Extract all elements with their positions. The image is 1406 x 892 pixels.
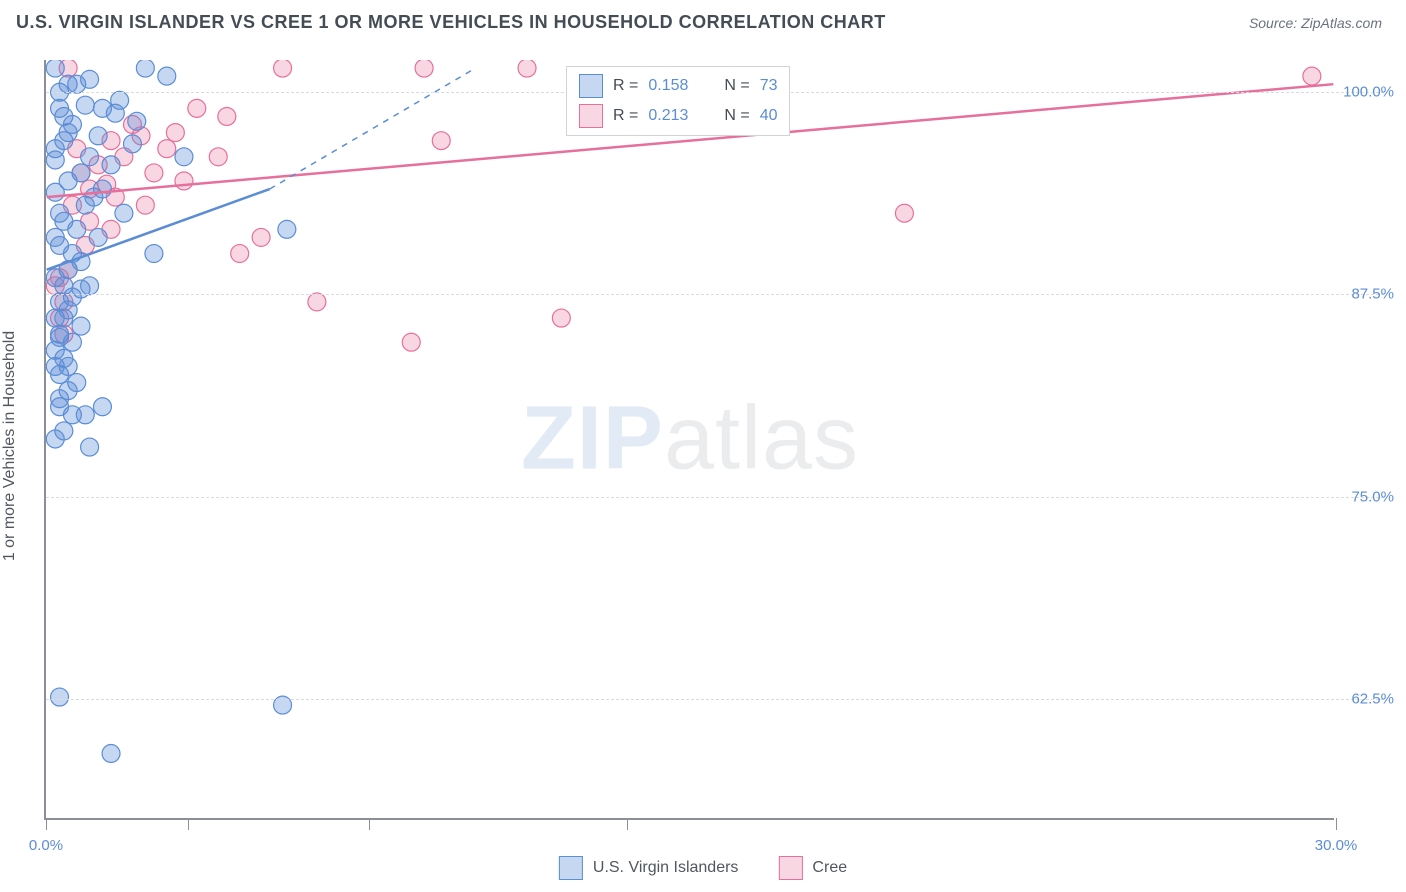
chart-container: U.S. VIRGIN ISLANDER VS CREE 1 OR MORE V…	[0, 0, 1406, 892]
x-tick	[627, 818, 628, 830]
scatter-point	[518, 60, 536, 77]
y-tick-label: 100.0%	[1343, 84, 1394, 101]
y-tick-label: 75.0%	[1351, 488, 1394, 505]
legend-swatch	[778, 856, 802, 880]
scatter-point	[46, 183, 64, 201]
scatter-point	[218, 107, 236, 125]
scatter-point	[145, 164, 163, 182]
scatter-point	[68, 220, 86, 238]
scatter-point	[63, 406, 81, 424]
legend-r-value: 0.158	[648, 77, 704, 95]
legend-item: Cree	[778, 856, 847, 880]
scatter-point	[274, 60, 292, 77]
scatter-point	[68, 75, 86, 93]
scatter-point	[252, 228, 270, 246]
legend-label: Cree	[812, 859, 847, 877]
y-axis-label: 1 or more Vehicles in Household	[1, 331, 19, 561]
scatter-point	[81, 438, 99, 456]
scatter-point	[81, 148, 99, 166]
scatter-point	[46, 228, 64, 246]
x-tick	[188, 818, 189, 830]
legend-r-label: R =	[613, 107, 638, 125]
scatter-point	[188, 99, 206, 117]
legend-label: U.S. Virgin Islanders	[593, 859, 739, 877]
scatter-point	[55, 309, 73, 327]
scatter-point	[136, 60, 154, 77]
x-tick	[1336, 818, 1337, 830]
y-tick-label: 87.5%	[1351, 286, 1394, 303]
scatter-point	[46, 430, 64, 448]
x-tick	[46, 818, 47, 830]
scatter-point	[55, 277, 73, 295]
legend-swatch	[559, 856, 583, 880]
scatter-point	[89, 127, 107, 145]
scatter-point	[51, 390, 69, 408]
scatter-point	[123, 135, 141, 153]
legend-n-value: 40	[760, 107, 778, 125]
scatter-point	[46, 151, 64, 169]
scatter-point	[46, 60, 64, 77]
scatter-point	[102, 156, 120, 174]
legend-bottom: U.S. Virgin Islanders Cree	[559, 856, 847, 880]
scatter-point	[51, 204, 69, 222]
y-tick-label: 62.5%	[1351, 690, 1394, 707]
scatter-point	[51, 328, 69, 346]
scatter-point	[1303, 67, 1321, 85]
legend-n-value: 73	[760, 77, 778, 95]
legend-stats-box: R = 0.158 N = 73 R = 0.213 N = 40	[566, 66, 790, 136]
legend-swatch	[579, 104, 603, 128]
scatter-point	[115, 204, 133, 222]
scatter-point	[415, 60, 433, 77]
legend-r-label: R =	[613, 77, 638, 95]
legend-r-value: 0.213	[648, 107, 704, 125]
scatter-point	[72, 317, 90, 335]
scatter-point	[278, 220, 296, 238]
scatter-point	[76, 96, 94, 114]
scatter-point	[175, 172, 193, 190]
scatter-point	[68, 374, 86, 392]
legend-swatch	[579, 74, 603, 98]
x-tick	[369, 818, 370, 830]
scatter-point	[158, 140, 176, 158]
scatter-point	[93, 398, 111, 416]
scatter-point	[209, 148, 227, 166]
scatter-point	[175, 148, 193, 166]
legend-stats-row: R = 0.158 N = 73	[579, 71, 777, 101]
x-tick-label: 30.0%	[1315, 837, 1358, 854]
scatter-point	[93, 99, 111, 117]
source-attribution: Source: ZipAtlas.com	[1249, 15, 1382, 31]
scatter-point	[552, 309, 570, 327]
scatter-point	[145, 245, 163, 263]
scatter-point	[432, 132, 450, 150]
legend-n-label: N =	[724, 77, 749, 95]
scatter-point	[51, 688, 69, 706]
legend-stats-row: R = 0.213 N = 40	[579, 101, 777, 131]
scatter-point	[166, 124, 184, 142]
scatter-point	[308, 293, 326, 311]
gridline-h	[46, 294, 1384, 295]
gridline-h	[46, 699, 1384, 700]
x-tick-label: 0.0%	[29, 837, 63, 854]
scatter-point	[231, 245, 249, 263]
scatter-point	[402, 333, 420, 351]
chart-title: U.S. VIRGIN ISLANDER VS CREE 1 OR MORE V…	[16, 12, 886, 33]
trend-line-usvi-dash	[270, 68, 476, 189]
scatter-svg	[46, 60, 1334, 818]
plot-area: ZIPatlas 62.5%75.0%87.5%100.0% 0.0%30.0%…	[44, 60, 1334, 820]
scatter-point	[102, 745, 120, 763]
scatter-point	[89, 228, 107, 246]
gridline-h	[46, 497, 1384, 498]
legend-item: U.S. Virgin Islanders	[559, 856, 739, 880]
scatter-point	[895, 204, 913, 222]
scatter-point	[59, 357, 77, 375]
legend-n-label: N =	[724, 107, 749, 125]
scatter-point	[59, 124, 77, 142]
scatter-point	[55, 107, 73, 125]
scatter-point	[158, 67, 176, 85]
header: U.S. VIRGIN ISLANDER VS CREE 1 OR MORE V…	[0, 0, 1406, 41]
scatter-point	[85, 188, 103, 206]
scatter-point	[136, 196, 154, 214]
scatter-point	[128, 112, 146, 130]
